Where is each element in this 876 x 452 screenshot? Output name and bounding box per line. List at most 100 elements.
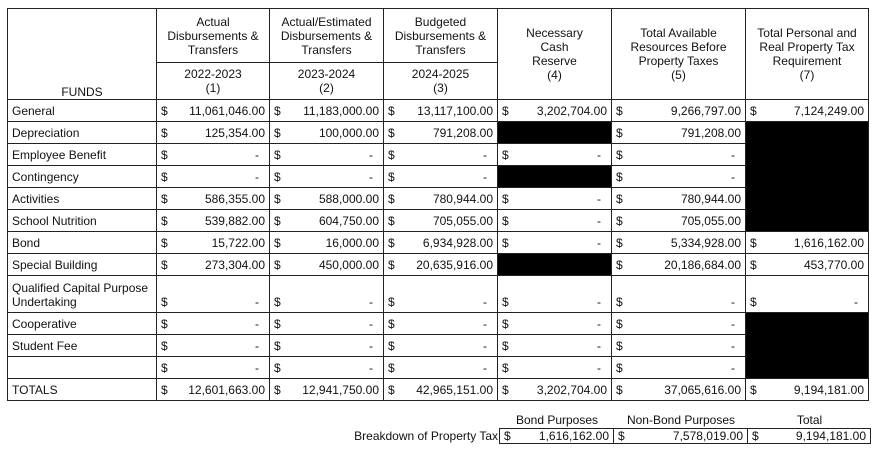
value-cell: $ - [156, 356, 270, 379]
table-row: $ - $ - $ - $ - $ - [7, 356, 869, 379]
value-cell: $ - [269, 334, 384, 357]
amount: - [597, 147, 601, 162]
value-cell: $ - [383, 312, 498, 335]
dollar: $ [388, 213, 395, 228]
amount: 273,304.00 [204, 257, 265, 272]
dollar: $ [616, 360, 623, 375]
amount: 16,000.00 [325, 235, 379, 250]
value-cell: $588,000.00 [269, 187, 384, 210]
dollar: $ [274, 235, 281, 250]
funds-header: FUNDS [7, 8, 157, 100]
col3-year-text: 2024-2025 [411, 67, 470, 81]
amount: 100,000.00 [318, 125, 379, 140]
amount: 3,202,704.00 [536, 103, 607, 118]
col4-title: Necessary Cash Reserve [526, 26, 583, 68]
value-cell: $ - [383, 275, 498, 313]
dollar: $ [504, 429, 511, 443]
dollar: $ [388, 360, 395, 375]
table-row: Depreciation $125,354.00 $100,000.00 $791,2… [7, 121, 869, 232]
dollar: $ [161, 125, 168, 140]
dollar: $ [616, 213, 623, 228]
table-row: Employee Benefit $ - $ - $ - $ - $ - [7, 143, 869, 166]
amount: 42,965,151.00 [416, 382, 493, 397]
value-cell: $6,934,928.00 [383, 231, 498, 254]
amount: 588,000.00 [318, 191, 379, 206]
amount: - [255, 169, 259, 184]
dollar: $ [616, 191, 623, 206]
dollar: $ [274, 295, 281, 309]
value-cell: $3,202,704.00 [497, 99, 612, 122]
dollar: $ [752, 429, 759, 443]
fund-name: Activities [7, 187, 157, 210]
amount: - [597, 316, 601, 331]
dollar: $ [161, 295, 168, 309]
value-cell: $ - [156, 312, 270, 335]
dollar: $ [388, 338, 395, 353]
amount: - [597, 213, 601, 228]
value-cell: $ - [497, 209, 612, 232]
totals-row: TOTALS $12,601,663.00 $12,941,750.00 $42,96… [7, 378, 869, 401]
amount: 9,266,797.00 [670, 103, 741, 118]
amount: 11,183,000.00 [303, 103, 379, 118]
redacted-cell [745, 121, 869, 232]
value-cell: $11,183,000.00 [269, 99, 384, 122]
dollar: $ [750, 382, 757, 397]
dollar: $ [274, 382, 281, 397]
amount: - [369, 147, 373, 162]
dollar: $ [161, 316, 168, 331]
amount: 791,208.00 [432, 125, 493, 140]
breakdown-labels: Bond Purposes Non-Bond Purposes Total [500, 413, 871, 427]
amount: - [597, 235, 601, 250]
amount: - [731, 360, 735, 375]
value-cell: $780,944.00 [383, 187, 498, 210]
amount: 15,722.00 [211, 235, 265, 250]
value-cell: $ - [611, 165, 746, 188]
col2-num: (2) [319, 81, 334, 95]
value-cell: $ - [611, 275, 746, 313]
table-row: Contingency $ - $ - $ - $ - [7, 165, 869, 188]
amount: - [369, 360, 373, 375]
col4-num: (4) [547, 68, 562, 82]
dollar: $ [750, 235, 757, 250]
dollar: $ [274, 360, 281, 375]
table-row: Cooperative $ - $ - $ - $ - $ - [7, 312, 869, 379]
col1-title: Actual Disbursements & Transfers [156, 8, 270, 63]
dollar: $ [274, 125, 281, 140]
amount: 705,055.00 [432, 213, 493, 228]
redacted-cell [497, 165, 612, 188]
col3-year: 2024-2025 (3) [383, 62, 498, 100]
amount: 780,944.00 [432, 191, 493, 206]
value-cell: $705,055.00 [611, 209, 746, 232]
dollar: $ [161, 191, 168, 206]
value-cell: $ - [383, 356, 498, 379]
fund-name: Contingency [7, 165, 157, 188]
fund-name: General [7, 99, 157, 122]
value-cell: $791,208.00 [383, 121, 498, 144]
value-cell: $100,000.00 [269, 121, 384, 144]
fund-name: Special Building [7, 253, 157, 276]
amount: 453,770.00 [803, 257, 864, 272]
amount: 1,616,162.00 [793, 235, 864, 250]
dollar: $ [388, 169, 395, 184]
fund-name: Employee Benefit [7, 143, 157, 166]
value-cell: $ - [156, 275, 270, 313]
value-cell: $ - [156, 143, 270, 166]
col1-num: (1) [205, 81, 221, 95]
value-cell: $586,355.00 [156, 187, 270, 210]
dollar: $ [502, 235, 509, 250]
dollar: $ [274, 191, 281, 206]
col7-header: Total Personal and Real Property Tax Req… [745, 8, 869, 100]
value-cell: $705,055.00 [383, 209, 498, 232]
dollar: $ [616, 147, 623, 162]
dollar: $ [502, 147, 509, 162]
value-cell: $3,202,704.00 [497, 378, 612, 401]
dollar: $ [274, 316, 281, 331]
amount: - [369, 338, 373, 353]
dollar: $ [161, 103, 168, 118]
amount: 3,202,704.00 [536, 382, 607, 397]
value-cell: $604,750.00 [269, 209, 384, 232]
value-cell: $ - [497, 231, 612, 254]
dollar: $ [750, 257, 757, 272]
dollar: $ [616, 295, 623, 309]
dollar: $ [616, 338, 623, 353]
